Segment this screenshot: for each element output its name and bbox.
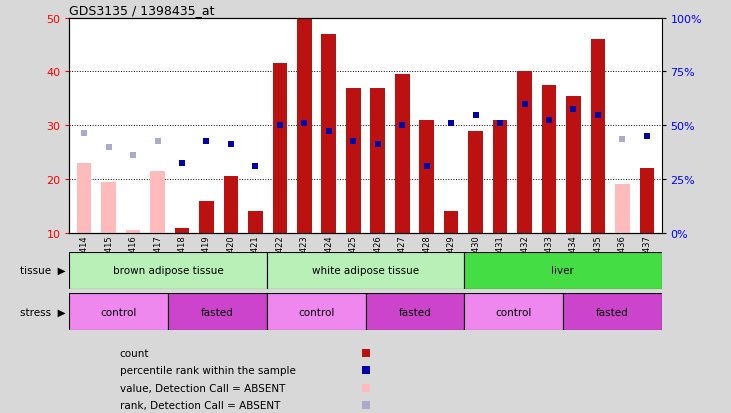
Bar [469,131,483,233]
Text: fasted: fasted [201,307,234,317]
Bar [395,75,409,233]
Text: fasted: fasted [596,307,629,317]
Bar [444,212,458,233]
Bar [542,86,556,233]
Bar [563,293,662,330]
Bar [102,183,116,233]
Text: percentile rank within the sample: percentile rank within the sample [120,365,295,375]
Bar [615,185,629,233]
Bar [69,252,267,289]
Bar [150,172,165,233]
Bar [267,252,464,289]
Bar [366,293,464,330]
Bar [371,88,385,233]
Bar [464,252,662,289]
Text: fasted: fasted [398,307,431,317]
Bar [518,72,532,233]
Bar [69,293,168,330]
Text: control: control [496,307,531,317]
Bar [464,293,563,330]
Bar [224,177,238,233]
Bar [322,35,336,233]
Text: brown adipose tissue: brown adipose tissue [113,266,224,275]
Text: control: control [101,307,137,317]
Bar [273,64,287,233]
Bar [640,169,654,233]
Text: GDS3135 / 1398435_at: GDS3135 / 1398435_at [69,5,215,17]
Bar [168,293,267,330]
Text: white adipose tissue: white adipose tissue [312,266,419,275]
Bar [248,212,262,233]
Bar [175,228,189,233]
Text: rank, Detection Call = ABSENT: rank, Detection Call = ABSENT [120,400,280,411]
Text: value, Detection Call = ABSENT: value, Detection Call = ABSENT [120,383,285,393]
Bar [297,19,311,233]
Text: control: control [298,307,334,317]
Bar [493,121,507,233]
Bar [267,293,366,330]
Bar [420,121,434,233]
Bar [346,88,360,233]
Bar [199,201,213,233]
Bar [77,164,91,233]
Text: liver: liver [551,266,575,275]
Bar [591,40,605,233]
Text: count: count [120,348,149,358]
Bar [126,230,140,233]
Bar [566,97,581,233]
Text: tissue  ▶: tissue ▶ [20,266,66,275]
Text: stress  ▶: stress ▶ [20,307,66,317]
